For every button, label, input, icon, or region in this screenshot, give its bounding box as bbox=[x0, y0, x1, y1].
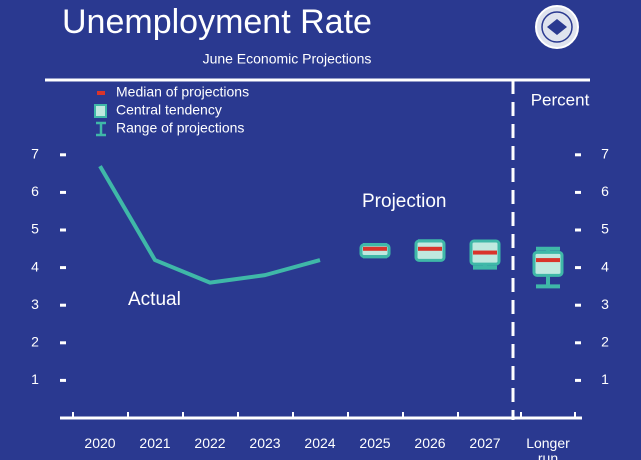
y-tick-label: 1 bbox=[31, 371, 39, 387]
x-tick-label: 2023 bbox=[249, 435, 281, 451]
central-tendency bbox=[532, 250, 564, 277]
y-tick-label: 7 bbox=[31, 146, 39, 162]
y-tick-label: 6 bbox=[601, 183, 609, 199]
y-tick-label: 6 bbox=[31, 183, 39, 199]
legend-label: Range of projections bbox=[116, 120, 244, 136]
legend-label: Median of projections bbox=[116, 84, 249, 100]
x-tick-label: 2022 bbox=[194, 435, 226, 451]
seal bbox=[535, 5, 579, 49]
y-tick-label: 7 bbox=[601, 146, 609, 162]
y-tick-label: 2 bbox=[601, 334, 609, 350]
x-tick-label: 2021 bbox=[139, 435, 171, 451]
median bbox=[418, 246, 442, 251]
x-tick-label: 2026 bbox=[414, 435, 446, 451]
y-tick-label: 2 bbox=[31, 334, 39, 350]
y-tick-label: 4 bbox=[31, 258, 39, 274]
median bbox=[473, 250, 497, 255]
y-tick-label: 3 bbox=[31, 296, 39, 312]
annotation: Actual bbox=[128, 289, 181, 310]
legend-label: Central tendency bbox=[116, 102, 222, 118]
y-tick-label: 1 bbox=[601, 371, 609, 387]
actual-line bbox=[98, 165, 321, 285]
median bbox=[536, 258, 560, 263]
y-tick-label: 4 bbox=[601, 258, 609, 274]
x-tick-label: Longer run bbox=[526, 435, 570, 460]
x-tick-label: 2027 bbox=[469, 435, 501, 451]
chart-subtitle: June Economic Projections bbox=[203, 51, 372, 67]
y-axis-label: Percent bbox=[531, 90, 590, 109]
x-tick-label: 2024 bbox=[304, 435, 336, 451]
legend-swatch bbox=[94, 104, 107, 118]
x-tick-label: 2020 bbox=[84, 435, 116, 451]
y-tick-label: 5 bbox=[601, 221, 609, 237]
legend-swatch bbox=[96, 121, 106, 137]
annotation: Projection bbox=[362, 191, 447, 212]
y-tick-label: 3 bbox=[601, 296, 609, 312]
x-tick-label: 2025 bbox=[359, 435, 391, 451]
median bbox=[363, 246, 387, 251]
legend-swatch bbox=[97, 91, 105, 95]
y-tick-label: 5 bbox=[31, 221, 39, 237]
chart-title: Unemployment Rate bbox=[62, 3, 372, 41]
